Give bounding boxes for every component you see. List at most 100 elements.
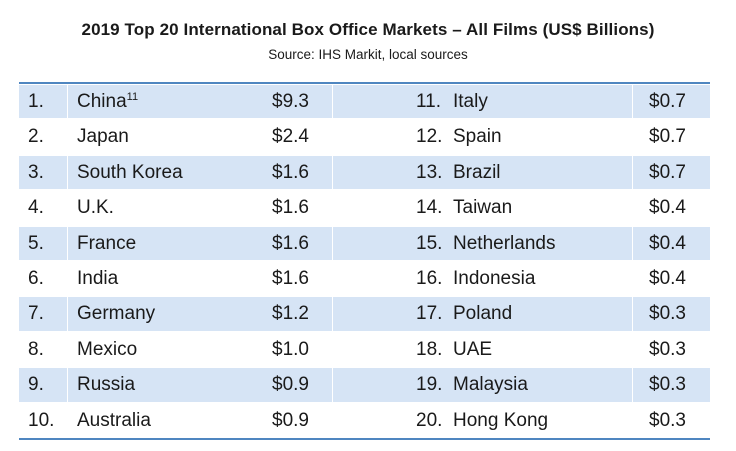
table-row: 4. U.K. $1.6 14. Taiwan $0.4	[19, 190, 710, 225]
value-left-cell: $1.6	[272, 190, 309, 225]
country-left-cell-text: U.K.	[77, 197, 114, 219]
column-divider	[332, 154, 333, 191]
value-left-cell: $1.2	[272, 296, 309, 331]
rank-right-cell: 16.	[416, 261, 442, 296]
country-left-cell: South Korea	[77, 155, 183, 190]
value-right-cell-text: $0.3	[649, 409, 686, 431]
rank-right-cell: 20.	[416, 403, 442, 438]
rank-right-cell: 18.	[416, 332, 442, 367]
country-left-cell-text: India	[77, 267, 119, 289]
rank-left-cell-text: 9.	[28, 374, 44, 396]
column-divider	[332, 296, 333, 332]
value-left-cell: $0.9	[272, 403, 309, 438]
box-office-table: 1. China11 $9.3 11. Italy $0.7 2. Japan $2.4 12. S…	[19, 82, 710, 440]
row-shading	[19, 85, 710, 119]
value-right-cell: $0.4	[649, 226, 686, 261]
country-left-cell-text: Australia	[77, 409, 151, 431]
column-divider	[67, 154, 68, 191]
rank-left-cell-text: 5.	[28, 232, 44, 254]
row-shading	[19, 297, 710, 331]
country-left-cell: China11	[77, 84, 138, 119]
country-left-cell: France	[77, 226, 136, 261]
rank-right-cell: 12.	[416, 119, 442, 154]
rank-left-cell-text: 6.	[28, 267, 44, 289]
country-left-cell: U.K.	[77, 190, 114, 225]
table-row: 7. Germany $1.2 17. Poland $0.3	[19, 296, 710, 332]
rank-left-cell-text: 7.	[28, 303, 44, 325]
rank-left-cell-text: 8.	[28, 338, 44, 360]
rank-right-cell: 17.	[416, 296, 442, 331]
country-left-cell-text: China	[77, 91, 127, 112]
value-right-cell: $0.3	[649, 403, 686, 438]
rank-left-cell-text: 2.	[28, 126, 44, 148]
rank-right-cell-text: 16.	[416, 267, 443, 289]
rank-left-cell: 1.	[28, 84, 44, 119]
value-right-cell: $0.4	[649, 261, 686, 296]
value-left-cell-text: $1.6	[272, 267, 309, 289]
rank-left-cell: 9.	[28, 367, 44, 402]
rank-right-cell-text: 17.	[416, 303, 443, 325]
value-right-cell-text: $0.3	[649, 374, 686, 396]
table-row: 6. India $1.6 16. Indonesia $0.4	[19, 261, 710, 296]
table-title: 2019 Top 20 International Box Office Mar…	[81, 20, 655, 39]
value-right-cell-text: $0.3	[649, 303, 686, 325]
column-divider	[632, 84, 633, 120]
country-right-cell: Netherlands	[453, 226, 555, 261]
value-left-cell: $1.6	[272, 226, 309, 261]
country-right-cell: Brazil	[453, 155, 501, 190]
country-left-cell-text: Russia	[77, 374, 136, 396]
country-left-cell: India	[77, 261, 118, 296]
column-divider	[632, 225, 633, 261]
column-divider	[632, 154, 633, 191]
country-left-cell: Russia	[77, 367, 135, 402]
table-row: 1. China11 $9.3 11. Italy $0.7	[19, 84, 710, 120]
country-right-cell: Italy	[453, 84, 488, 119]
rank-right-cell-text: 11.	[416, 91, 442, 112]
country-left-cell-text: France	[77, 232, 137, 254]
value-left-cell-text: $1.2	[272, 303, 309, 325]
rank-right-cell: 15.	[416, 226, 442, 261]
rank-right-cell: 19.	[416, 367, 442, 402]
country-right-cell: Hong Kong	[453, 403, 548, 438]
value-left-cell-text: $1.6	[272, 232, 309, 254]
rank-right-cell-text: 19.	[416, 374, 443, 396]
value-right-cell: $0.7	[649, 155, 686, 190]
row-shading	[19, 155, 710, 190]
column-divider	[332, 225, 333, 261]
country-right-cell: Spain	[453, 119, 502, 154]
rank-left-cell: 10.	[28, 403, 54, 438]
value-right-cell-text: $0.7	[649, 161, 686, 183]
country-right-cell-text: Poland	[453, 303, 513, 325]
value-right-cell: $0.4	[649, 190, 686, 225]
country-right-cell-text: Malaysia	[453, 374, 528, 396]
rank-right-cell: 14.	[416, 190, 442, 225]
table-row: 10. Australia $0.9 20. Hong Kong $0.3	[19, 403, 710, 438]
value-right-cell: $0.3	[649, 296, 686, 331]
value-right-cell-text: $0.7	[649, 91, 686, 112]
value-right-cell-text: $0.4	[649, 267, 686, 289]
rank-left-cell: 7.	[28, 296, 44, 331]
value-left-cell-text: $0.9	[272, 409, 309, 431]
country-right-cell-text: UAE	[453, 338, 493, 360]
country-right-cell: Poland	[453, 296, 512, 331]
value-right-cell-text: $0.7	[649, 126, 686, 148]
country-left-cell: Mexico	[77, 332, 137, 367]
country-right-cell-text: Taiwan	[453, 197, 513, 219]
country-left-cell-text: Germany	[77, 303, 156, 325]
rank-left-cell-text: 4.	[28, 197, 44, 219]
country-right-cell: UAE	[453, 332, 492, 367]
value-left-cell-text: $1.6	[272, 197, 309, 219]
country-left-cell: Australia	[77, 403, 151, 438]
country-left-cell-text: Mexico	[77, 338, 138, 360]
value-right-cell-text: $0.4	[649, 197, 686, 219]
rank-left-cell: 3.	[28, 155, 44, 190]
rank-left-cell-text: 1.	[28, 91, 44, 112]
country-right-cell-text: Indonesia	[453, 267, 536, 289]
row-shading	[19, 368, 710, 402]
country-right-cell-text: Brazil	[453, 161, 501, 183]
country-left-cell-text: Japan	[77, 126, 129, 148]
value-left-cell-text: $0.9	[272, 374, 309, 396]
country-right-cell-text: Italy	[453, 91, 488, 112]
country-right-cell: Indonesia	[453, 261, 535, 296]
column-divider	[332, 84, 333, 120]
